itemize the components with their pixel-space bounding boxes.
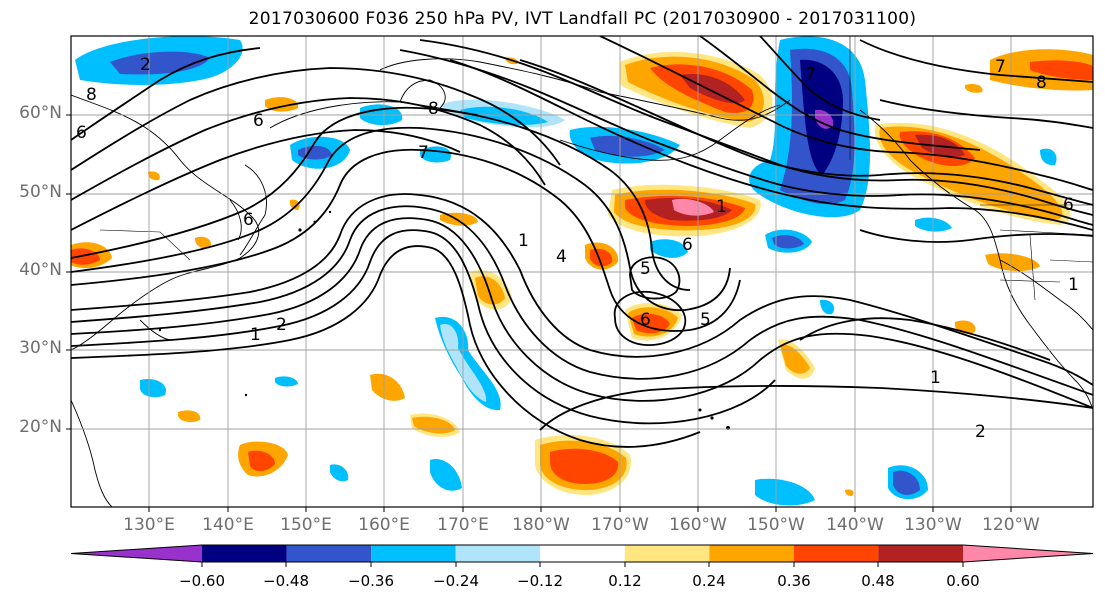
lat-label-50n: 50°N (19, 182, 62, 202)
colorbar-bin (963, 545, 1093, 562)
lat-label-40n: 40°N (19, 260, 62, 280)
colorbar-ticks (201, 562, 964, 567)
contour-label: 8 (86, 85, 97, 105)
colorbar-bin (286, 545, 372, 562)
colorbar-tick-label: 0.24 (692, 572, 726, 590)
contour-label: 6 (1063, 195, 1074, 215)
contour-label-group: 8 6 6 7 8 6 1 4 5 5 6 6 1 2 1 1 2 6 7 8 … (76, 55, 1079, 442)
contour-label: 2 (276, 315, 287, 335)
contour-label: 6 (253, 111, 264, 131)
colorbar-bin (455, 545, 541, 562)
contour-label: 5 (700, 310, 711, 330)
colorbar-bin (202, 545, 287, 562)
lon-label: 120°W (982, 515, 1040, 535)
pv-contours (71, 36, 1093, 448)
contour-label: 5 (640, 259, 651, 279)
lon-label: 150°W (747, 515, 805, 535)
colorbar-bin (709, 545, 794, 562)
contour-label: 7 (805, 65, 816, 85)
axis-ticks (66, 114, 1012, 512)
colorbar-tick-label: −0.12 (517, 572, 563, 590)
colorbar-tick-label: 0.48 (861, 572, 895, 590)
colorbar-tick-label: 0.36 (777, 572, 811, 590)
contour-label: 6 (682, 235, 693, 255)
lat-label-20n: 20°N (19, 417, 62, 437)
contour-label: 6 (76, 123, 87, 143)
lat-label-30n: 30°N (19, 338, 62, 358)
contour-label: 8 (1036, 73, 1047, 93)
colorbar-bin (371, 545, 456, 562)
shading-layer (71, 36, 1093, 506)
contour-label: 8 (428, 99, 439, 119)
lon-label: 170°E (437, 515, 489, 535)
colorbar-tick-label: −0.36 (348, 572, 394, 590)
colorbar-bin (878, 545, 963, 562)
contour-label: 2 (975, 422, 986, 442)
political-borders (99, 36, 1093, 301)
contour-label: 1 (1068, 275, 1079, 295)
contour-label: 6 (640, 310, 651, 330)
lon-label: 170°W (591, 515, 649, 535)
colorbar-tick-label: −0.48 (263, 572, 309, 590)
lon-label: 180°W (512, 515, 570, 535)
contour-label: 1 (518, 231, 529, 251)
lon-label: 140°W (826, 515, 884, 535)
colorbar-tick-label: −0.24 (433, 572, 479, 590)
lat-label-60n: 60°N (19, 103, 62, 123)
lon-label: 140°E (202, 515, 254, 535)
lon-label: 130°W (904, 515, 962, 535)
contour-label: 7 (418, 143, 429, 163)
contour-label: 1 (250, 325, 261, 345)
map-title: 2017030600 F036 250 hPa PV, IVT Landfall… (248, 9, 917, 29)
contour-label: 1 (930, 368, 941, 388)
colorbar-cells (70, 544, 1094, 563)
colorbar-bin (793, 545, 879, 562)
contour-label: 1 (716, 197, 727, 217)
lon-label: 130°E (123, 515, 175, 535)
colorbar-bin (71, 545, 202, 562)
contour-label: 2 (140, 55, 151, 75)
contour-label: 4 (556, 247, 567, 267)
lon-label: 160°E (358, 515, 410, 535)
contour-label: 6 (243, 210, 254, 230)
contour-label: 7 (995, 57, 1006, 77)
colorbar-tick-label: −0.60 (179, 572, 225, 590)
lon-label: 160°W (669, 515, 727, 535)
colorbar-tick-label: 0.12 (608, 572, 642, 590)
colorbar-bin (624, 545, 710, 562)
colorbar-tick-label: 0.60 (946, 572, 980, 590)
colorbar-bin (540, 545, 625, 562)
lon-label: 150°E (280, 515, 332, 535)
map-background (71, 36, 1093, 507)
